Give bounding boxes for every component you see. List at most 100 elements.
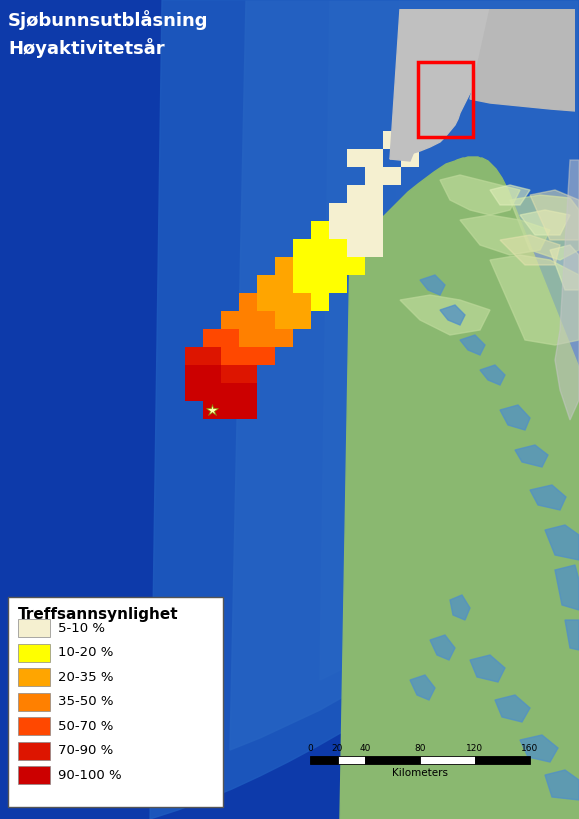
Polygon shape [460, 335, 485, 355]
Bar [347, 221, 365, 239]
Polygon shape [340, 157, 579, 819]
Polygon shape [490, 255, 579, 345]
Bar [221, 311, 239, 329]
Bar [275, 257, 293, 275]
Polygon shape [390, 9, 555, 159]
Bar [18, 767, 50, 785]
Polygon shape [490, 185, 530, 205]
Bar [365, 185, 383, 203]
Text: 20-35 %: 20-35 % [58, 671, 113, 684]
Polygon shape [510, 195, 579, 260]
Text: 40: 40 [360, 744, 371, 753]
Text: Høyaktivitetsår: Høyaktivitetsår [8, 38, 164, 58]
Bar [338, 756, 365, 764]
Bar [419, 95, 437, 113]
Polygon shape [410, 675, 435, 700]
Bar [18, 693, 50, 711]
Bar [239, 311, 257, 329]
Bar [239, 365, 257, 383]
Polygon shape [320, 0, 579, 680]
Text: 120: 120 [467, 744, 483, 753]
Polygon shape [150, 0, 579, 819]
Bar [275, 329, 293, 347]
Bar [293, 311, 311, 329]
Bar [221, 365, 239, 383]
Polygon shape [495, 695, 530, 722]
Bar [401, 113, 419, 131]
Bar [293, 275, 311, 293]
Bar [347, 149, 365, 167]
Text: 5-10 %: 5-10 % [58, 622, 105, 635]
Bar [203, 365, 221, 383]
Bar [293, 239, 311, 257]
Bar [8, 597, 223, 807]
Bar [329, 239, 347, 257]
Text: 0: 0 [307, 744, 313, 753]
Text: 160: 160 [521, 744, 538, 753]
Bar [221, 401, 239, 419]
Polygon shape [440, 305, 465, 325]
Bar [475, 756, 530, 764]
Polygon shape [500, 405, 530, 430]
Bar [419, 113, 437, 131]
Polygon shape [400, 295, 490, 335]
Bar [185, 347, 203, 365]
Bar [437, 95, 455, 113]
Bar [365, 203, 383, 221]
Polygon shape [555, 565, 579, 610]
Bar [329, 203, 347, 221]
Bar [275, 275, 293, 293]
Bar [420, 756, 475, 764]
Polygon shape [550, 245, 579, 290]
Bar [311, 293, 329, 311]
Bar [18, 668, 50, 686]
Text: 70-90 %: 70-90 % [58, 744, 113, 758]
Bar [239, 401, 257, 419]
Bar [257, 311, 275, 329]
Text: 80: 80 [414, 744, 426, 753]
Bar [347, 203, 365, 221]
Polygon shape [555, 160, 579, 420]
Bar [221, 329, 239, 347]
Bar [203, 329, 221, 347]
Polygon shape [515, 445, 548, 467]
Bar [365, 756, 420, 764]
Bar [329, 257, 347, 275]
Bar [293, 257, 311, 275]
Bar [275, 311, 293, 329]
Bar [329, 221, 347, 239]
Text: 10-20 %: 10-20 % [58, 646, 113, 659]
Bar [401, 149, 419, 167]
Bar [275, 293, 293, 311]
Bar [401, 131, 419, 149]
Text: 20: 20 [332, 744, 343, 753]
Bar [293, 293, 311, 311]
Bar [311, 221, 329, 239]
Bar [365, 149, 383, 167]
Polygon shape [470, 9, 575, 111]
Bar [185, 383, 203, 401]
Bar [221, 347, 239, 365]
Bar [365, 221, 383, 239]
Bar [418, 62, 473, 137]
Text: Kilometers: Kilometers [392, 768, 448, 778]
Bar [329, 275, 347, 293]
Bar [257, 275, 275, 293]
Polygon shape [460, 215, 550, 255]
Polygon shape [430, 635, 455, 660]
Bar [257, 329, 275, 347]
Polygon shape [530, 485, 566, 510]
Polygon shape [500, 235, 560, 265]
Bar [311, 239, 329, 257]
Bar [310, 756, 338, 764]
Bar [18, 717, 50, 735]
Bar [365, 239, 383, 257]
Text: 50-70 %: 50-70 % [58, 720, 113, 733]
Text: 90-100 %: 90-100 % [58, 769, 122, 782]
Bar [221, 383, 239, 401]
Text: 35-50 %: 35-50 % [58, 695, 113, 708]
Polygon shape [520, 735, 558, 762]
Bar [383, 131, 401, 149]
Text: Treffsannsynlighet: Treffsannsynlighet [18, 607, 179, 622]
Bar [18, 742, 50, 760]
